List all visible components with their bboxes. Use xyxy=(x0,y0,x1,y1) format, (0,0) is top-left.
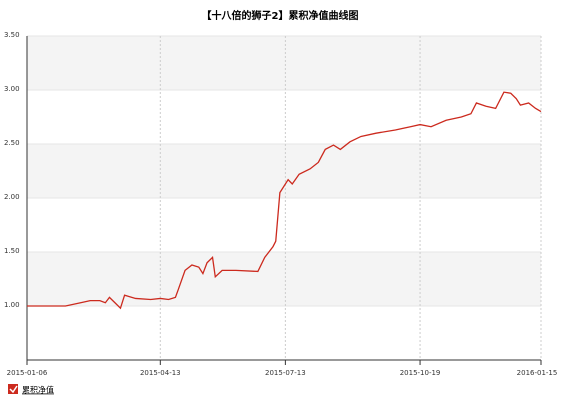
band xyxy=(27,36,541,90)
y-tick-label: 2.00 xyxy=(4,193,20,201)
line xyxy=(27,91,542,310)
x-tick-label: 2015-04-13 xyxy=(140,369,181,377)
band xyxy=(27,252,541,306)
chart-title: 【十八倍的狮子2】累积净值曲线图 xyxy=(202,9,359,22)
x-tick-label: 2016-01-15 xyxy=(517,369,558,377)
x-tick-label: 2015-10-19 xyxy=(400,369,441,377)
x-tick-label: 2015-01-06 xyxy=(7,369,48,377)
legend-check xyxy=(9,385,18,394)
x-tick-label: 2015-07-13 xyxy=(265,369,306,377)
legend-marker xyxy=(8,384,18,394)
y-tick-label: 1.50 xyxy=(4,247,20,255)
y-tick-label: 2.50 xyxy=(4,139,20,147)
y-tick-label: 3.00 xyxy=(4,85,20,93)
band xyxy=(27,144,541,198)
y-tick-label: 3.50 xyxy=(4,31,20,39)
y-tick-label: 1.00 xyxy=(4,301,20,309)
legend-label: 累积净值 xyxy=(22,385,54,395)
